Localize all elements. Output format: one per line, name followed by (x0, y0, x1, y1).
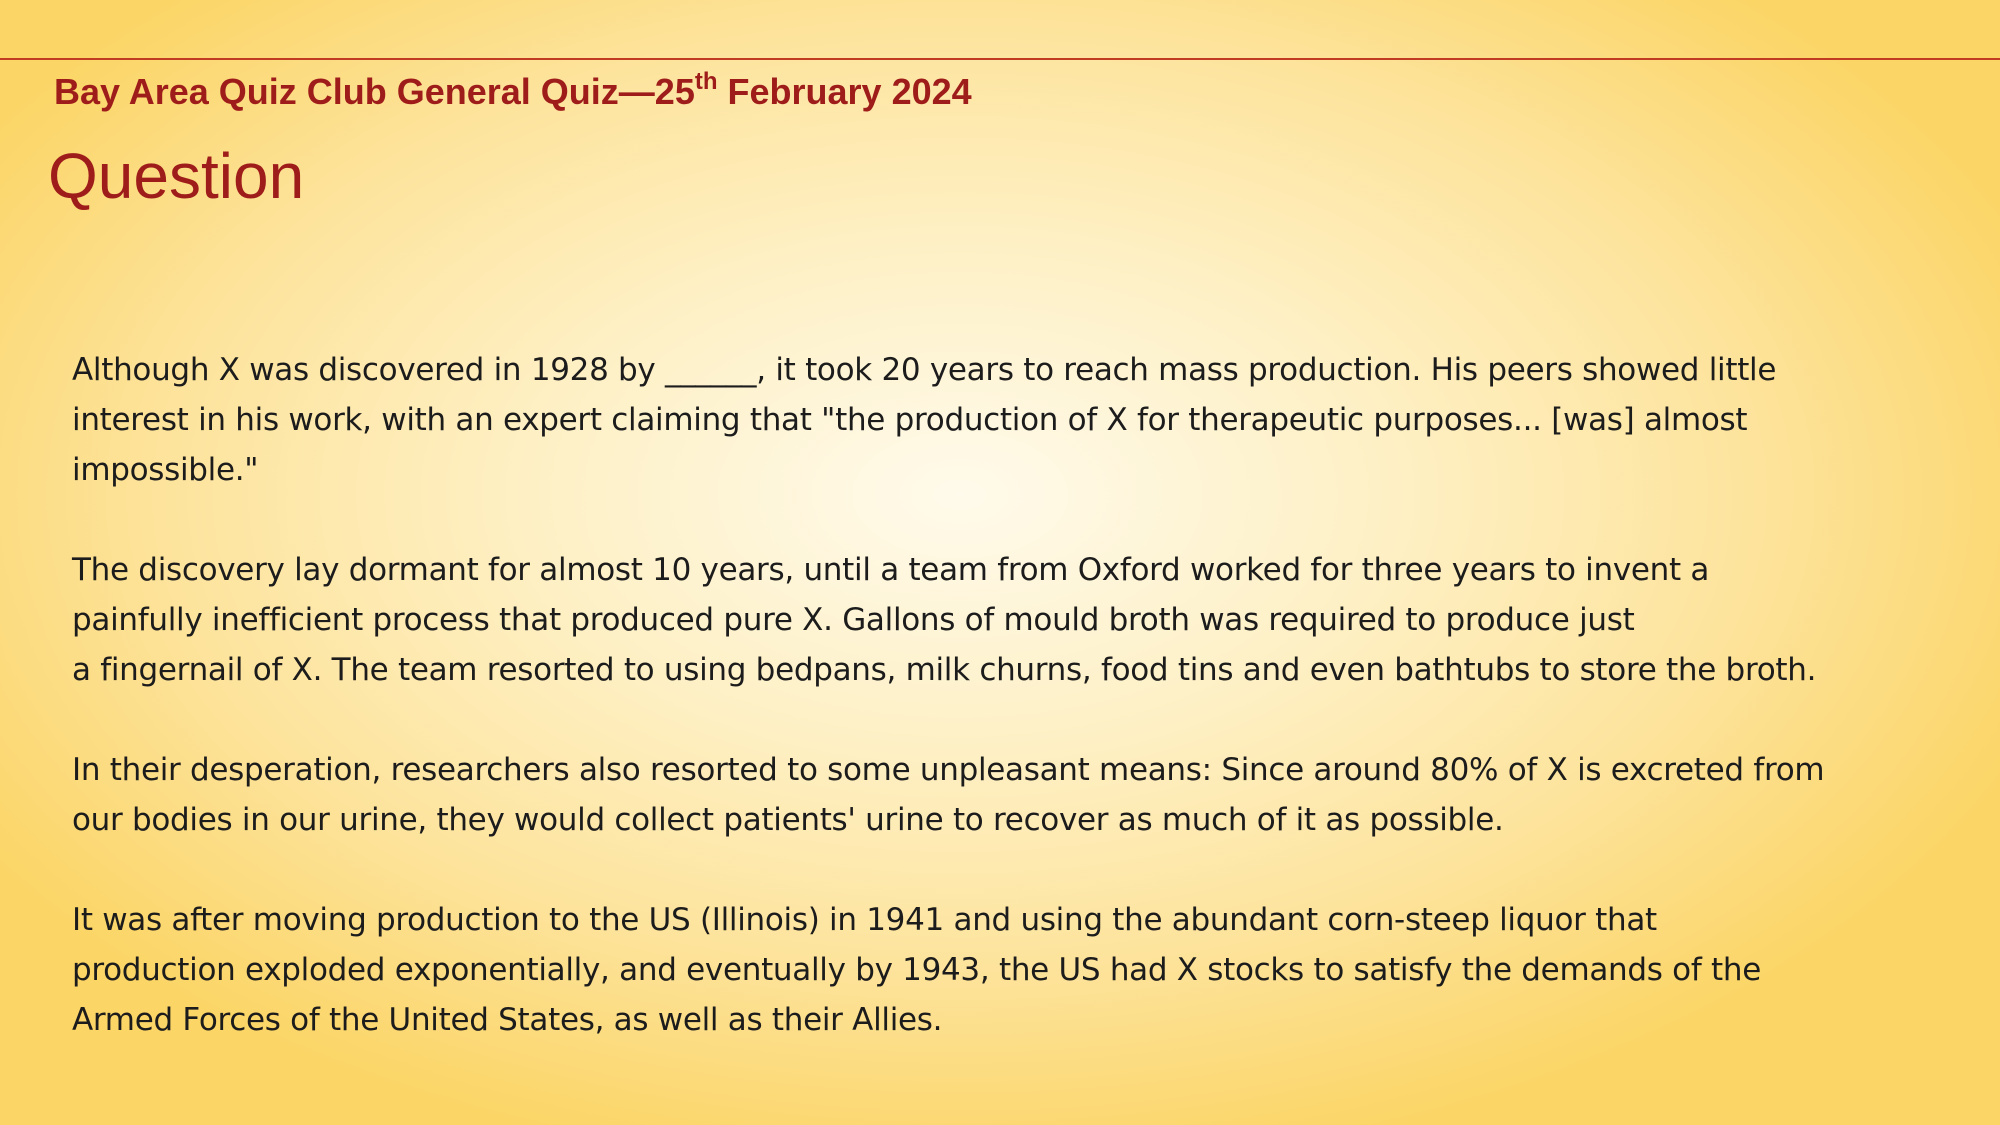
header-divider (0, 58, 2000, 60)
slide-heading: Question (48, 140, 305, 212)
quiz-title-prefix: Bay Area Quiz Club General Quiz—25 (54, 71, 695, 112)
quiz-title-ordinal: th (694, 68, 718, 95)
text-line: Although X was discovered in 1928 by ___… (72, 352, 1777, 388)
paragraph-oxford: The discovery lay dormant for almost 10 … (72, 545, 1952, 695)
text-line: interest in his work, with an expert cla… (72, 402, 1748, 438)
text-line: In their desperation, researchers also r… (72, 752, 1825, 788)
text-line: impossible." (72, 452, 259, 488)
text-line: Armed Forces of the United States, as we… (72, 1002, 943, 1038)
paragraph-discovery: Although X was discovered in 1928 by ___… (72, 345, 1952, 495)
quiz-title: Bay Area Quiz Club General Quiz—25th Feb… (54, 68, 972, 116)
text-line: a fingernail of X. The team resorted to … (72, 652, 1817, 688)
paragraph-desperation: In their desperation, researchers also r… (72, 745, 1952, 845)
question-body: Although X was discovered in 1928 by ___… (72, 345, 1952, 1095)
text-line: It was after moving production to the US… (72, 902, 1657, 938)
text-line: painfully inefficient process that produ… (72, 602, 1635, 638)
quiz-title-suffix: February 2024 (717, 71, 972, 112)
text-line: our bodies in our urine, they would coll… (72, 802, 1504, 838)
paragraph-us-production: It was after moving production to the US… (72, 895, 1952, 1045)
text-line: production exploded exponentially, and e… (72, 952, 1761, 988)
text-line: The discovery lay dormant for almost 10 … (72, 552, 1710, 588)
